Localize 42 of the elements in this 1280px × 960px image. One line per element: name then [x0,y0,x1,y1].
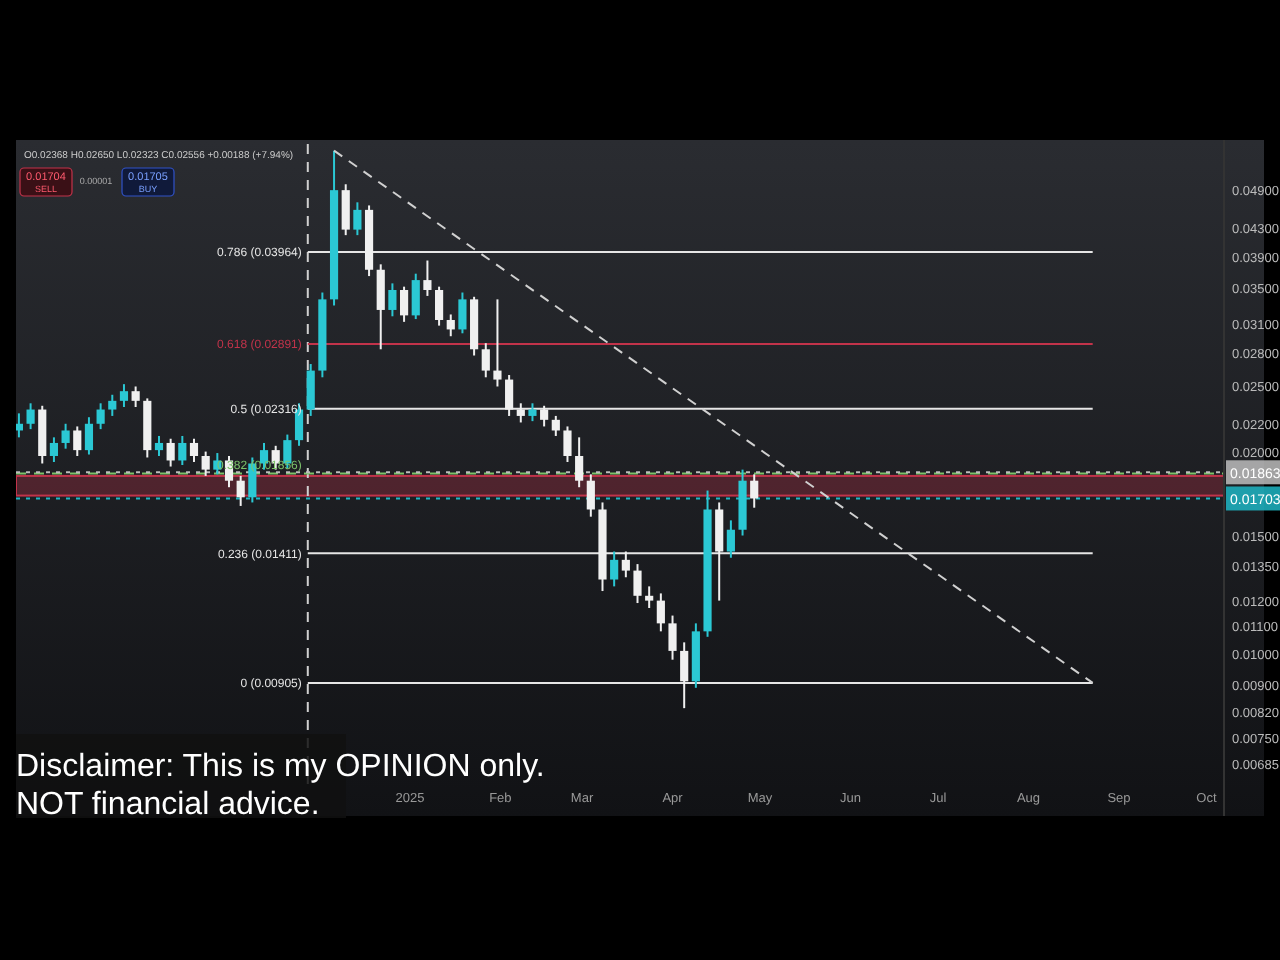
candlestick [633,563,642,605]
candlestick [353,201,362,237]
candlestick [411,272,420,321]
candlestick [481,342,490,379]
candlestick [656,592,665,633]
candlestick [388,282,397,318]
candlestick [551,414,560,437]
candlestick [399,285,409,323]
candlestick [96,402,105,431]
candlestick [201,450,210,477]
candlestick [493,298,502,388]
candlestick [668,614,677,661]
candlestick [586,473,595,518]
candlestick [84,416,94,456]
candlestick [726,519,735,559]
candlestick [446,313,455,338]
text: NOT financial advice. [16,788,320,822]
candlestick [73,425,82,457]
candlestick [189,437,199,463]
candlestick [376,263,385,351]
candlestick [341,183,350,237]
candlestick [563,425,572,463]
annotation: Disclaimer: This is my OPINION only. [16,750,545,784]
candlestick [38,404,47,465]
candlestick [154,434,164,457]
candlestick [610,550,619,588]
candlestick [119,383,129,409]
candlestick [61,422,70,450]
candlestick [575,436,584,489]
candlestick [423,259,432,297]
candlestick [750,473,759,509]
candlestick [236,474,245,507]
candlestick [645,585,654,609]
candlestick [458,291,467,335]
candlestick [178,434,187,467]
candlestick [306,363,315,417]
candlestick [26,402,35,431]
candlestick [108,393,117,417]
candlestick [131,385,140,409]
candlestick [435,285,444,327]
candlestick [49,436,59,463]
candlestick [166,437,175,468]
